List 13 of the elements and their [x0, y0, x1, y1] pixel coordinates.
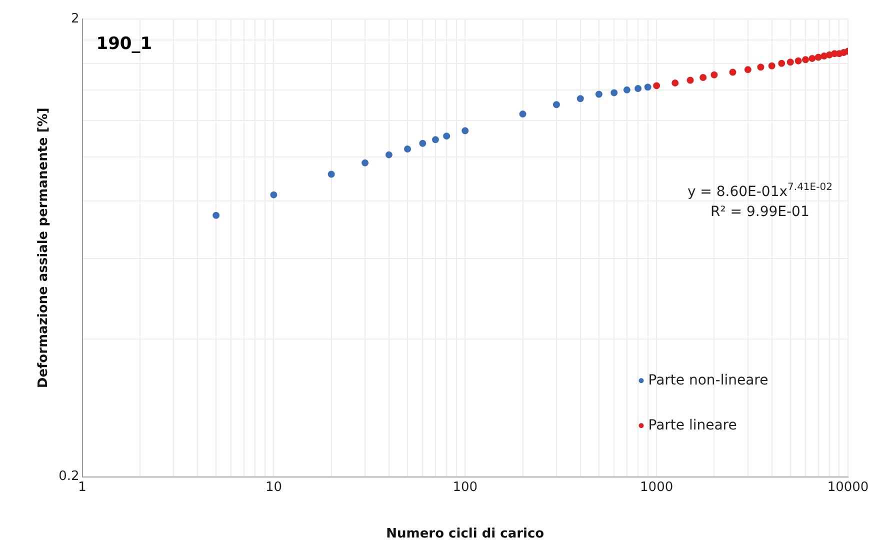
x-tick-label: 100 [452, 480, 478, 495]
x-tick-label: 10 [265, 480, 282, 495]
x-axis-title: Numero cicli di carico [386, 526, 544, 542]
annotation: R² = 9.99E-01 [710, 204, 810, 220]
x-tick-label: 10000 [827, 480, 869, 495]
x-tick-label: 1000 [640, 480, 674, 495]
y-tick-label: 2 [70, 11, 80, 26]
y-tick-label: 0.2 [58, 469, 80, 484]
text: 190_1 [96, 34, 152, 54]
legend-label: Parte lineare [648, 417, 737, 434]
legend-label: Parte non-lineare [648, 372, 768, 388]
y-axis-title: Deformazione assiale permanente [%] [36, 108, 52, 388]
x-tick-label: 1 [78, 480, 86, 495]
